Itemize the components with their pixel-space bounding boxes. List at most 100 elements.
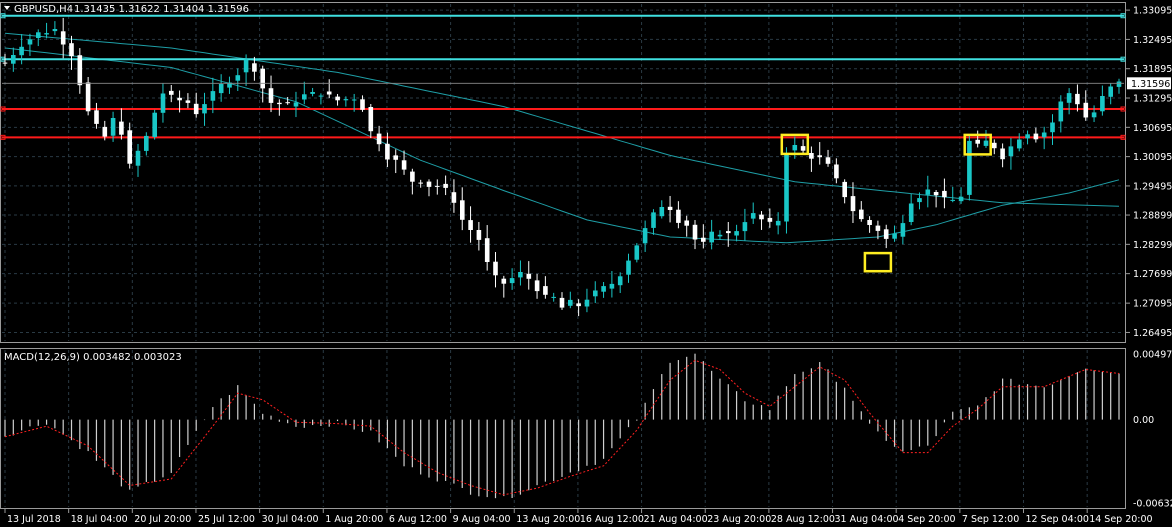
time-tick-label: 25 Jul 12:00 [198, 514, 255, 525]
candle-body [1100, 96, 1105, 112]
candle-body [717, 234, 723, 237]
current-price-label: 1.31596 [1131, 79, 1170, 90]
time-tick-label: 9 Aug 04:00 [453, 514, 511, 525]
level-handle-left[interactable] [0, 106, 6, 112]
time-tick-label: 14 Sep 20:00 [1089, 514, 1152, 525]
candle-body [468, 220, 473, 230]
candle-body [576, 303, 581, 307]
macd-axis: 0.004977 0.00 -0.006325 [1133, 350, 1172, 510]
candle-body [451, 192, 457, 203]
time-tick-label: 18 Jul 04:00 [71, 514, 128, 525]
price-tick-label: 1.32495 [1133, 35, 1172, 46]
candle-body [1091, 112, 1097, 118]
candle-body [476, 230, 482, 240]
macd-tick-label: 0.00 [1133, 415, 1154, 426]
candle-body [252, 63, 257, 72]
candle-body [817, 155, 822, 158]
symbol-header: GBPUSD,H4 1.31435 1.31622 1.31404 1.3159… [4, 4, 249, 15]
candle-body [243, 59, 249, 73]
time-tick-label: 13 Aug 20:00 [516, 514, 580, 525]
macd-label: MACD(12,26,9) 0.003482 0.003023 [4, 352, 182, 363]
level-handle-right[interactable] [1120, 106, 1126, 112]
candle-body [667, 206, 673, 210]
candle-body [343, 99, 349, 101]
candle-body [460, 200, 465, 220]
candle-body [1108, 86, 1113, 97]
candle-body [277, 102, 282, 105]
candle-body [310, 92, 315, 94]
symbol-label: GBPUSD,H4 [14, 4, 73, 15]
candle-body [651, 212, 656, 228]
macd-signal-line [4, 359, 1120, 496]
moving-average-line [4, 32, 1120, 207]
candle-body [518, 272, 523, 278]
candle-body [493, 261, 498, 276]
candle-body [543, 286, 548, 295]
candle-body [202, 104, 207, 114]
level-handle-left[interactable] [0, 13, 6, 19]
price-tick-label: 1.27095 [1133, 299, 1172, 310]
candle-body [626, 260, 631, 275]
candle-body [385, 143, 390, 160]
candle-body [260, 68, 265, 89]
candle-body [368, 107, 374, 132]
candlesticks [2, 17, 1122, 317]
candle-body [1075, 93, 1080, 105]
level-handle-right[interactable] [1120, 56, 1126, 62]
candle-body [842, 181, 847, 198]
candle-body [335, 96, 340, 101]
candle-body [942, 190, 947, 198]
time-tick-label: 20 Jul 20:00 [134, 514, 191, 525]
highlight-box [863, 251, 893, 273]
price-tick-label: 1.28899 [1133, 211, 1172, 222]
macd-tick-label: 0.004977 [1133, 350, 1172, 361]
candle-body [418, 182, 423, 184]
candle-body [726, 231, 731, 234]
time-tick-label: 21 Aug 04:00 [644, 514, 708, 525]
dropdown-triangle-icon[interactable] [4, 6, 10, 10]
candle-body [534, 280, 540, 292]
time-tick-label: 1 Aug 20:00 [325, 514, 383, 525]
candle-body [376, 133, 382, 145]
price-tick-label: 1.33095 [1133, 6, 1172, 17]
candle-body [152, 112, 157, 137]
level-handle-right[interactable] [1120, 134, 1126, 140]
current-price-tag [1127, 77, 1171, 90]
candle-body [659, 207, 665, 217]
candle-body [326, 91, 332, 95]
candle-body [634, 245, 640, 260]
candle-body [119, 121, 124, 135]
candle-body [551, 296, 556, 298]
candle-body [742, 222, 748, 232]
candle-body [609, 283, 615, 289]
candle-body [617, 276, 623, 286]
candle-body [169, 90, 174, 95]
highlight-box [780, 133, 810, 156]
candle-body [992, 142, 997, 149]
time-tick-label: 30 Jul 04:00 [262, 514, 319, 525]
candle-body [809, 153, 814, 159]
candle-body [767, 217, 773, 222]
candle-body [867, 220, 872, 225]
price-tick-label: 1.31295 [1133, 94, 1172, 105]
candle-body [52, 29, 58, 32]
ohlc-label: 1.31435 1.31622 1.31404 1.31596 [74, 4, 249, 15]
candle-body [850, 196, 856, 212]
candle-body [1116, 81, 1122, 87]
horizontal-levels[interactable] [0, 13, 1126, 140]
price-tick-label: 1.27699 [1133, 269, 1172, 280]
candle-body [883, 229, 889, 239]
candle-body [975, 139, 980, 144]
candle-body [69, 43, 74, 57]
candle-body [933, 192, 939, 196]
candle-body [593, 290, 598, 297]
level-handle-right[interactable] [1120, 13, 1126, 19]
candle-body [235, 75, 241, 81]
candle-body [268, 88, 274, 103]
level-handle-left[interactable] [0, 134, 6, 140]
candle-body [792, 145, 798, 151]
price-tick-label: 1.31895 [1133, 64, 1172, 75]
candle-body [60, 31, 66, 45]
